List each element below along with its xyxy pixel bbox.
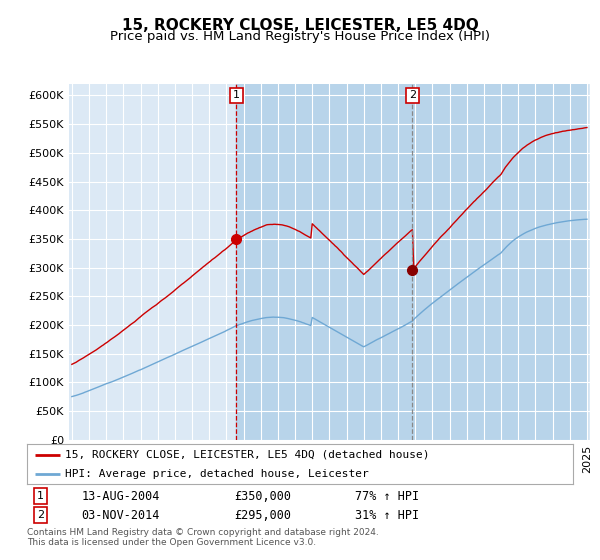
Text: 15, ROCKERY CLOSE, LEICESTER, LE5 4DQ: 15, ROCKERY CLOSE, LEICESTER, LE5 4DQ: [122, 18, 478, 33]
Text: 15, ROCKERY CLOSE, LEICESTER, LE5 4DQ (detached house): 15, ROCKERY CLOSE, LEICESTER, LE5 4DQ (d…: [65, 450, 430, 460]
Text: Contains HM Land Registry data © Crown copyright and database right 2024.
This d: Contains HM Land Registry data © Crown c…: [27, 528, 379, 547]
Text: 2: 2: [409, 91, 416, 100]
Text: 31% ↑ HPI: 31% ↑ HPI: [355, 508, 419, 522]
Text: 1: 1: [37, 491, 44, 501]
Text: £295,000: £295,000: [235, 508, 292, 522]
Text: 03-NOV-2014: 03-NOV-2014: [82, 508, 160, 522]
Bar: [412, 84, 587, 440]
Text: £350,000: £350,000: [235, 489, 292, 503]
Text: 77% ↑ HPI: 77% ↑ HPI: [355, 489, 419, 503]
Text: 13-AUG-2004: 13-AUG-2004: [82, 489, 160, 503]
Text: 1: 1: [233, 91, 240, 100]
Text: HPI: Average price, detached house, Leicester: HPI: Average price, detached house, Leic…: [65, 469, 369, 478]
Bar: [236, 84, 587, 440]
Text: 2: 2: [37, 510, 44, 520]
Text: Price paid vs. HM Land Registry's House Price Index (HPI): Price paid vs. HM Land Registry's House …: [110, 30, 490, 43]
